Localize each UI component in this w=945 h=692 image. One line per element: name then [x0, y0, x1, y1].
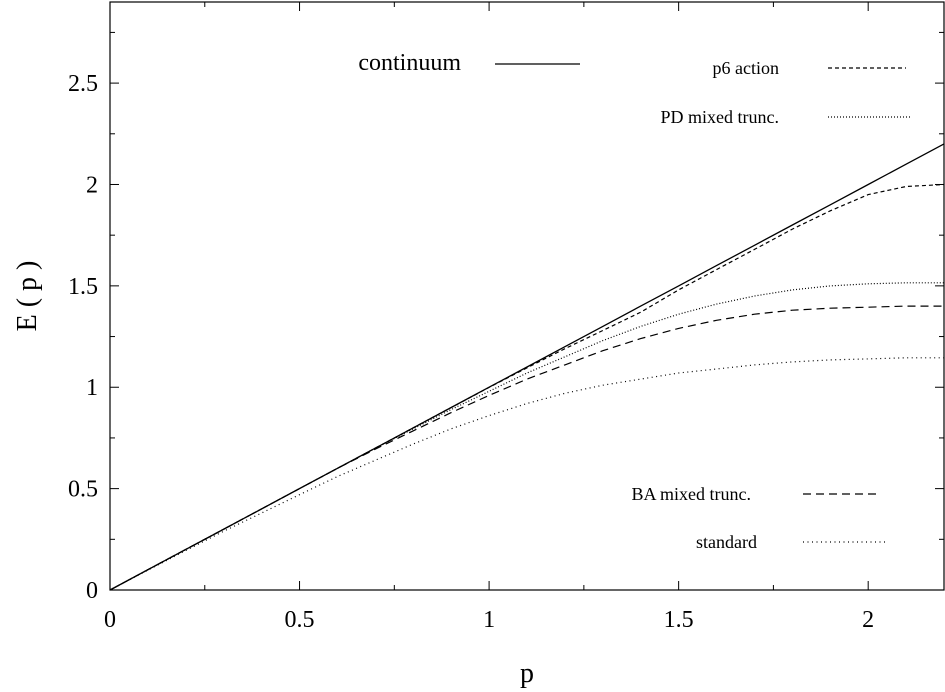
series-p6-action [109, 183, 945, 591]
legend: continuum p6 action PD mixed trunc. BA mixe… [358, 50, 910, 552]
legend-top-entry-label: p6 action [713, 58, 779, 78]
y-axis-label: E ( p ) [12, 261, 43, 332]
x-tick-label: 0 [104, 607, 116, 633]
axis-ticks [109, 2, 944, 591]
series-lines [109, 143, 945, 591]
x-tick-label: 1.5 [664, 607, 694, 633]
x-tick-label: 1 [483, 607, 495, 633]
y-tick-label: 1.5 [68, 274, 98, 300]
series-standard [109, 357, 944, 591]
legend-top-entry-label: PD mixed trunc. [661, 107, 780, 127]
legend-bottom-entry-label: BA mixed trunc. [632, 484, 752, 504]
y-tick-label: 0.5 [68, 477, 98, 503]
x-axis-label: p [520, 658, 534, 689]
x-tick-label: 0.5 [285, 607, 315, 633]
series-ba-mixed-trunc [109, 305, 944, 591]
y-tick-label: 0 [86, 578, 98, 604]
plot-area-border [109, 1, 945, 591]
y-tick-label: 2.5 [68, 71, 98, 97]
y-tick-label: 2 [86, 172, 98, 198]
legend-top-entry-label: continuum [358, 50, 461, 76]
axis-tick-labels: 0 0.5 1 1.5 2 0 0.5 1 1.5 2 2.5 [68, 71, 874, 633]
x-tick-label: 2 [862, 607, 874, 633]
series-pd-mixed-trunc [109, 282, 944, 591]
y-tick-label: 1 [86, 375, 98, 401]
plot-frame [109, 1, 945, 591]
legend-bottom-entry-label: standard [696, 532, 757, 552]
